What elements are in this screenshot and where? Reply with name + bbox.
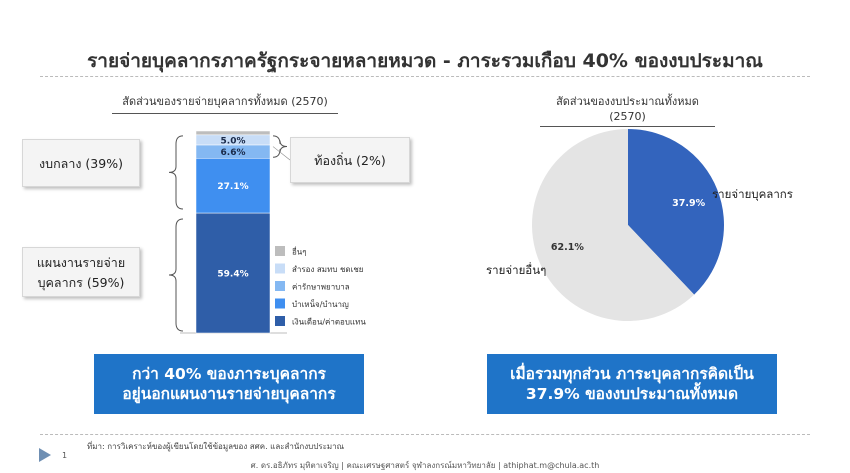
brace-personnel-plan bbox=[168, 218, 184, 332]
pie-slice-0 bbox=[628, 129, 724, 295]
left-chart-title: สัดส่วนของรายจ่ายบุคลากรทั้งหมด (2570) bbox=[112, 92, 338, 114]
legend-swatch-3 bbox=[275, 298, 285, 309]
callout-personnel-plan: แผนงานรายจ่าย บุคลากร (59%) bbox=[22, 247, 140, 297]
legend-swatch-1 bbox=[275, 263, 285, 274]
bar-data-label-3: 5.0% bbox=[221, 136, 246, 146]
brace-central-budget bbox=[168, 135, 184, 210]
left-banner-line2: อยู่นอกแผนงานรายจ่ายบุคลากร bbox=[122, 385, 336, 403]
brace-local-government bbox=[272, 135, 288, 158]
legend: อื่นๆสำรอง สมทบ ชดเชยค่ารักษาพยาบาลบำเหน… bbox=[275, 246, 366, 327]
right-banner-line1: เมื่อรวมทุกส่วน ภาระบุคลากรคิดเป็น bbox=[510, 365, 754, 383]
local-connector-line bbox=[272, 146, 291, 161]
bar-segment-1 bbox=[195, 158, 271, 214]
callout-personnel-line2: บุคลากร (59%) bbox=[37, 275, 125, 290]
braces bbox=[168, 135, 291, 332]
pie-data-label-0: 37.9% bbox=[672, 198, 705, 209]
left-banner-line1: กว่า 40% ของภาระบุคลากร bbox=[132, 365, 326, 383]
pie-data-label-1: 62.1% bbox=[551, 242, 584, 253]
bar-labels: 59.4% 27.1% 6.6% 5.0% bbox=[217, 136, 248, 279]
stacked-bar bbox=[195, 130, 271, 334]
legend-label-3: บำเหน็จ/บำนาญ bbox=[292, 299, 349, 309]
legend-label-4: เงินเดือน/ค่าตอบแทน bbox=[292, 318, 366, 327]
right-chart-title: สัดส่วนของงบประมาณทั้งหมด (2570) bbox=[540, 92, 715, 127]
source-note: ที่มา: การวิเคราะห์ของผู้เขียนโดยใช้ข้อม… bbox=[87, 442, 345, 451]
callout-central-budget: งบกลาง (39%) bbox=[22, 139, 140, 187]
bar-segment-4 bbox=[195, 130, 271, 136]
title-divider bbox=[40, 76, 810, 77]
callout-local-government: ท้องถิ่น (2%) bbox=[290, 137, 410, 183]
callout-personnel-line1: แผนงานรายจ่าย bbox=[36, 255, 126, 270]
bar-data-label-2: 6.6% bbox=[221, 148, 246, 158]
bar-data-label-1: 27.1% bbox=[217, 182, 248, 192]
bar-data-label-0: 59.4% bbox=[217, 270, 248, 280]
pie-chart bbox=[532, 129, 724, 321]
author-credit: ศ. ดร.อธิภัทร มุทิตาเจริญ | คณะเศรษฐศาสต… bbox=[250, 461, 600, 470]
legend-swatch-2 bbox=[275, 281, 285, 291]
right-banner-line2: 37.9% ของงบประมาณทั้งหมด bbox=[525, 385, 739, 403]
legend-label-2: ค่ารักษาพยาบาล bbox=[292, 283, 350, 292]
legend-swatch-0 bbox=[275, 246, 285, 256]
page-number: 1 bbox=[62, 451, 68, 460]
left-takeaway-banner: กว่า 40% ของภาระบุคลากร อยู่นอกแผนงานราย… bbox=[94, 354, 364, 414]
pie-category-label-0: รายจ่ายบุคลากร bbox=[712, 187, 793, 201]
pie-category-label-1: รายจ่ายอื่นๆ bbox=[486, 262, 546, 277]
legend-label-0: อื่นๆ bbox=[292, 246, 307, 257]
legend-label-1: สำรอง สมทบ ชดเชย bbox=[292, 265, 363, 274]
footer-divider bbox=[40, 434, 810, 435]
legend-swatch-4 bbox=[275, 316, 285, 326]
play-triangle-icon bbox=[39, 448, 51, 462]
pie-slice-1 bbox=[532, 129, 695, 321]
right-takeaway-banner: เมื่อรวมทุกส่วน ภาระบุคลากรคิดเป็น 37.9%… bbox=[487, 354, 777, 414]
slide-title: รายจ่ายบุคลากรภาครัฐกระจายหลายหมวด - ภาร… bbox=[87, 50, 763, 72]
